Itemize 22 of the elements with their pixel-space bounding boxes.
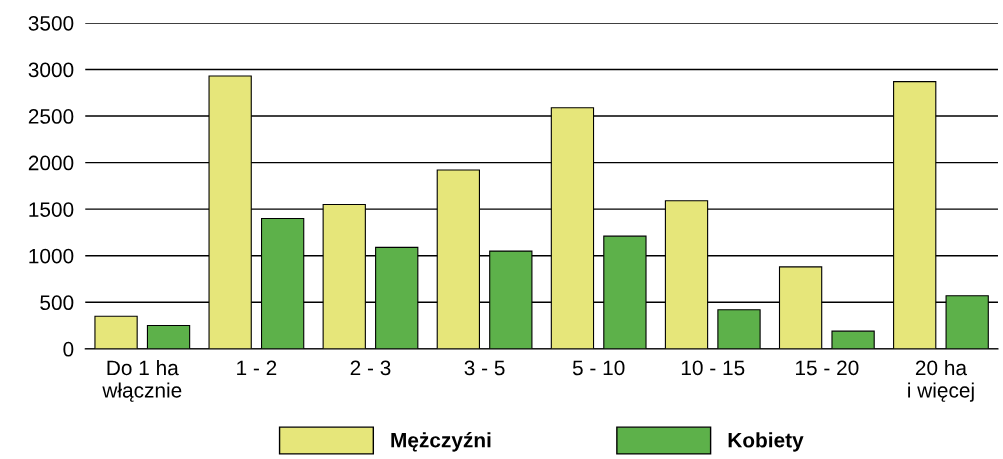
legend-label: Kobiety <box>728 432 804 452</box>
x-tick-label: Do 1 ha włącznie <box>102 359 182 402</box>
x-tick-label: 2 - 3 <box>350 360 391 376</box>
y-tick-label: 2000 <box>28 155 74 171</box>
bar <box>146 325 191 349</box>
y-tick-label: 2500 <box>28 109 74 124</box>
x-tick-label: 15 - 20 <box>796 360 859 376</box>
y-tick-label: 1500 <box>29 202 74 217</box>
y-tick-label: 3000 <box>28 62 74 78</box>
x-tick-label: 20 ha i więcej <box>908 359 974 402</box>
bar <box>831 330 875 349</box>
x-tick-label: 10 - 15 <box>681 360 745 376</box>
y-tick-label: 0 <box>63 341 74 357</box>
legend-label: Mężczyźni <box>391 432 491 452</box>
bar <box>94 315 138 349</box>
x-tick-label: 3 - 5 <box>464 360 505 376</box>
y-tick-label: 1000 <box>29 248 74 264</box>
x-tick-label: 5 - 10 <box>572 360 625 376</box>
y-tick-label: 500 <box>40 295 74 311</box>
y-tick-label: 3500 <box>28 15 74 31</box>
bar <box>717 309 761 349</box>
x-tick-label: 1 - 2 <box>237 360 277 376</box>
